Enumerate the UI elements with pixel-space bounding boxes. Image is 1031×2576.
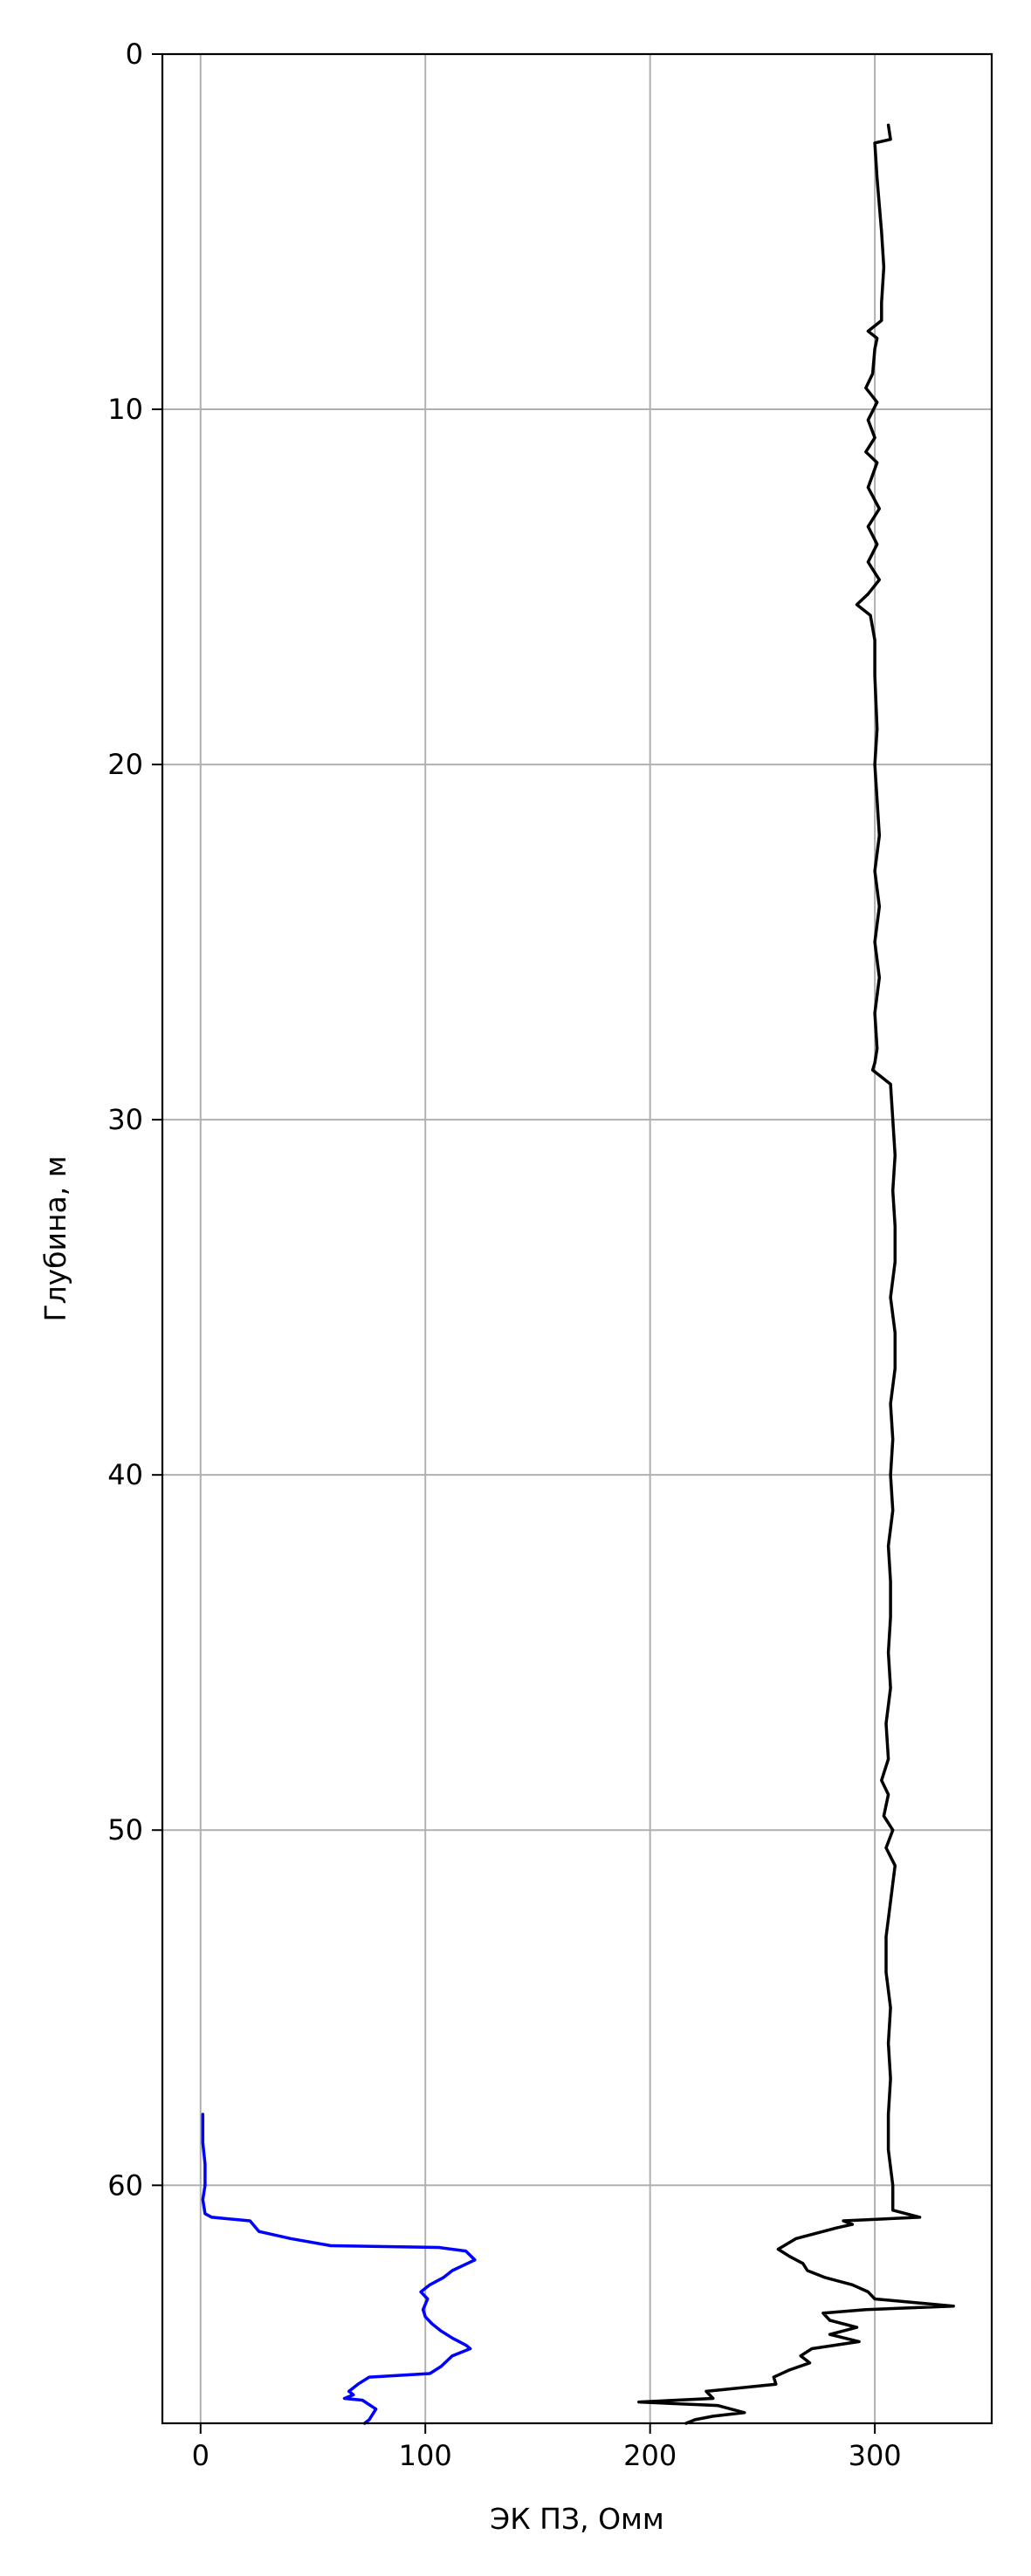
axis-ticks: 0 100 200 300 0 10 20 30 40 50 60 — [107, 38, 901, 2472]
series-line-1 — [637, 123, 955, 2425]
data-lines — [201, 123, 955, 2425]
plot-frame — [161, 52, 993, 2425]
x-tick-label: 0 — [192, 2439, 210, 2472]
x-tick-label: 100 — [399, 2439, 452, 2472]
y-tick-label: 0 — [126, 38, 143, 71]
y-tick-label: 40 — [107, 1458, 143, 1491]
x-tick-label: 300 — [849, 2439, 902, 2472]
y-tick-label: 60 — [107, 2168, 143, 2202]
x-axis-label: ЭК ПЗ, Омм — [490, 2502, 664, 2536]
y-tick-label: 30 — [107, 1103, 143, 1136]
y-axis-label: Глубина, м — [38, 1155, 72, 1321]
x-tick-label: 200 — [623, 2439, 677, 2472]
series-line-0 — [201, 2113, 477, 2425]
y-tick-label: 10 — [107, 393, 143, 426]
y-tick-label: 20 — [107, 748, 143, 781]
y-tick-label: 50 — [107, 1813, 143, 1846]
